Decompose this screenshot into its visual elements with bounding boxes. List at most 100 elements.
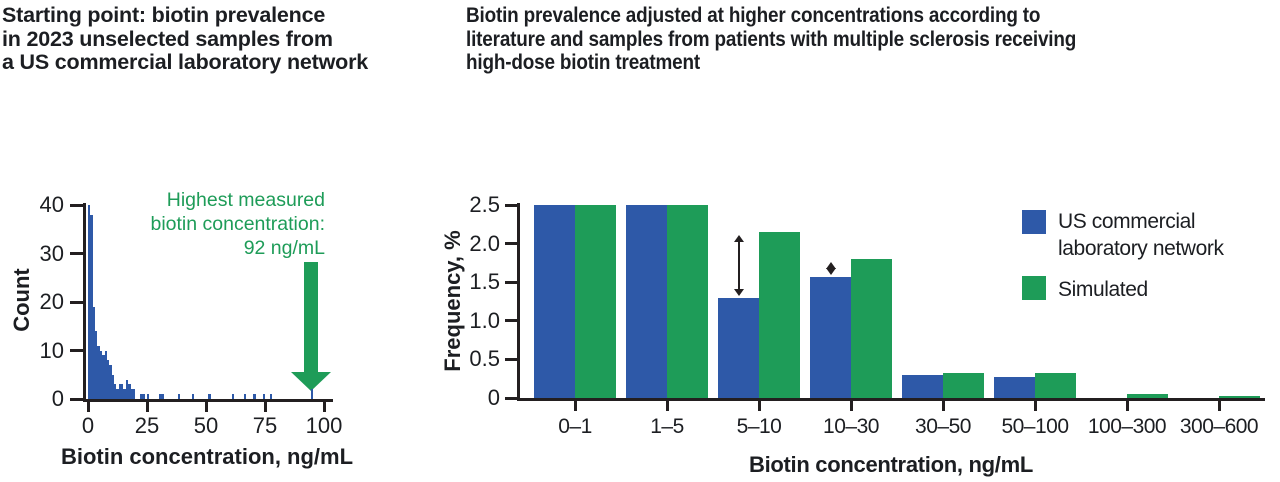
grouped-bar-us-commercial bbox=[994, 377, 1035, 398]
histogram-bar bbox=[142, 394, 145, 399]
left-x-tick bbox=[263, 402, 267, 412]
histogram-bar bbox=[269, 394, 273, 399]
right-x-tick bbox=[1125, 401, 1129, 411]
left-y-tick-label: 40 bbox=[39, 192, 64, 217]
left-x-tick-label: 50 bbox=[193, 413, 219, 438]
grouped-bar-us-commercial bbox=[902, 374, 943, 398]
legend-label-simulated: Simulated bbox=[1058, 278, 1148, 301]
histogram-bar bbox=[116, 389, 119, 399]
legend-label-us-commercial: US commercial laboratory network bbox=[1058, 210, 1224, 260]
right-x-tick bbox=[1033, 401, 1037, 411]
right-x-axis-label: Biotin concentration, ng/mL bbox=[748, 452, 1033, 477]
left-y-tick-label: 10 bbox=[39, 337, 64, 363]
right-x-tick-label: 0–1 bbox=[558, 415, 592, 438]
right-x-tick bbox=[757, 401, 761, 411]
histogram-bar bbox=[104, 350, 107, 399]
grouped-bar-simulated bbox=[1035, 372, 1076, 398]
histogram-bar bbox=[97, 345, 100, 399]
right-x-tick-label: 5–10 bbox=[736, 415, 782, 438]
left-x-axis-line bbox=[83, 399, 333, 402]
left-x-tick-label: 0 bbox=[81, 413, 95, 438]
histogram-bar bbox=[311, 389, 314, 399]
left-y-tick bbox=[70, 349, 84, 352]
arrow-down-head bbox=[733, 288, 744, 296]
grouped-bar-simulated bbox=[759, 232, 800, 398]
right-y-axis-line bbox=[517, 203, 520, 401]
histogram-bar bbox=[92, 306, 96, 399]
histogram-bar bbox=[88, 205, 91, 399]
histogram-bar bbox=[147, 394, 150, 399]
grouped-bar-simulated bbox=[1219, 395, 1260, 398]
right-y-tick bbox=[505, 203, 517, 207]
right-x-tick bbox=[573, 401, 577, 411]
grouped-bar-us-commercial bbox=[718, 297, 759, 398]
histogram-bar bbox=[177, 394, 181, 399]
left-y-tick bbox=[70, 203, 84, 207]
right-x-tick-label: 10–30 bbox=[823, 415, 879, 438]
histogram-bar bbox=[109, 365, 112, 399]
left-x-tick-label: 25 bbox=[134, 413, 160, 438]
left-y-tick-label: 0 bbox=[51, 386, 64, 411]
histogram-bar bbox=[208, 394, 211, 399]
right-x-tick-label: 50–100 bbox=[1001, 415, 1069, 438]
grouped-bar-us-commercial bbox=[810, 276, 851, 398]
left-y-tick-label: 20 bbox=[39, 289, 64, 314]
left-x-tick-label: 100 bbox=[305, 413, 343, 438]
right-x-tick-label: 30–50 bbox=[915, 415, 971, 438]
histogram-bar bbox=[130, 389, 133, 399]
histogram-bar bbox=[139, 394, 143, 399]
left-x-tick-label: 75 bbox=[252, 413, 278, 438]
right-x-tick bbox=[665, 401, 669, 411]
right-y-tick bbox=[505, 396, 517, 400]
histogram-bar bbox=[113, 384, 117, 399]
arrow-down-head bbox=[825, 267, 836, 275]
left-x-tick bbox=[86, 402, 90, 412]
right-y-tick bbox=[505, 357, 517, 361]
arrow-up-head bbox=[825, 262, 836, 270]
histogram-bar bbox=[99, 350, 103, 399]
highest-concentration-annotation: Highest measured biotin concentration: 9… bbox=[150, 189, 325, 259]
left-y-axis-line bbox=[83, 203, 86, 402]
right-x-tick bbox=[849, 401, 853, 411]
grouped-bar-simulated bbox=[1127, 394, 1168, 398]
right-panel-title: Biotin prevalence adjusted at higher con… bbox=[466, 3, 1077, 74]
right-panel-title-wrap: Biotin prevalence adjusted at higher con… bbox=[466, 3, 1280, 75]
left-panel-title: Starting point: biotin prevalence in 202… bbox=[2, 3, 368, 74]
left-x-axis-label: Biotin concentration, ng/mL bbox=[60, 444, 354, 469]
histogram-bar bbox=[243, 394, 247, 399]
histogram-bar bbox=[231, 394, 235, 399]
histogram-bar bbox=[102, 355, 105, 399]
right-x-tick bbox=[1217, 401, 1221, 411]
arrow-line bbox=[737, 240, 740, 291]
histogram-bar bbox=[90, 214, 93, 399]
histogram-bar bbox=[161, 394, 164, 399]
grouped-bar-simulated bbox=[943, 372, 984, 398]
left-y-tick bbox=[70, 252, 84, 255]
histogram-bar bbox=[128, 384, 131, 399]
right-y-tick bbox=[505, 242, 517, 246]
right-y-tick-label: 2.5 bbox=[469, 192, 500, 217]
left-x-tick bbox=[145, 402, 149, 412]
left-y-tick-label: 30 bbox=[39, 240, 64, 266]
legend-swatch-simulated bbox=[1022, 276, 1046, 300]
difference-arrow-icon bbox=[733, 235, 745, 296]
histogram-bar bbox=[132, 389, 136, 399]
right-x-axis-line bbox=[517, 398, 1265, 401]
histogram-bar bbox=[95, 331, 98, 399]
histogram-bar bbox=[262, 394, 266, 399]
right-y-tick-label: 1.5 bbox=[469, 269, 500, 295]
right-y-tick bbox=[505, 280, 517, 284]
histogram-bar bbox=[121, 384, 124, 399]
histogram-bar bbox=[125, 379, 129, 399]
right-y-tick-label: 1.0 bbox=[469, 307, 500, 333]
right-x-tick-label: 300–600 bbox=[1179, 415, 1259, 438]
right-y-tick-label: 2.0 bbox=[469, 230, 500, 256]
difference-arrow-icon bbox=[825, 262, 837, 275]
left-y-tick bbox=[70, 397, 84, 401]
green-arrow-shaft bbox=[304, 262, 318, 373]
left-x-tick bbox=[322, 402, 326, 412]
histogram-bar bbox=[123, 389, 126, 399]
grouped-bar-simulated bbox=[667, 205, 708, 398]
right-x-tick bbox=[941, 401, 945, 411]
